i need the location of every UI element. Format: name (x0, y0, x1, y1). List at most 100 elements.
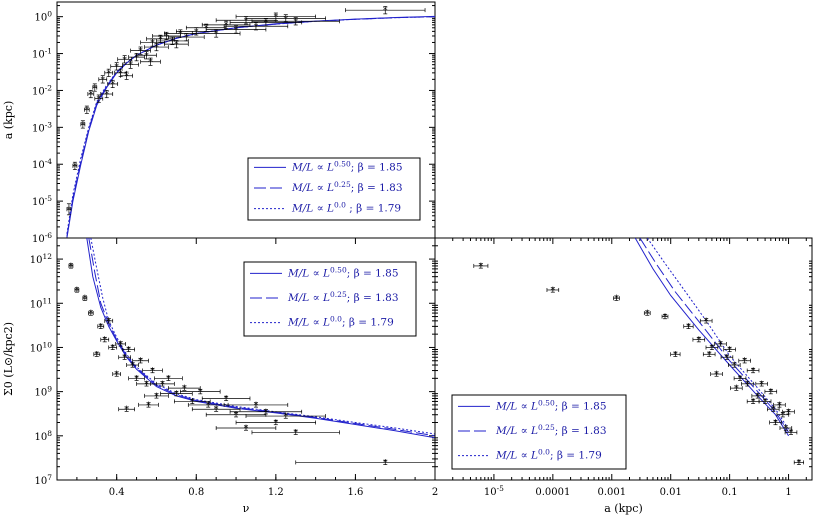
svg-text:*: * (214, 406, 219, 416)
data-points: **************************************** (66, 6, 426, 216)
svg-text:*: * (144, 52, 149, 62)
svg-text:*: * (69, 262, 74, 272)
legend-entry: M/L ∝ L0.50; β = 1.85 (287, 265, 399, 279)
svg-text:*: * (734, 385, 739, 395)
svg-text:*: * (751, 398, 756, 408)
data-point: * (87, 89, 95, 101)
svg-text:*: * (206, 401, 211, 411)
x-tick-label: 2 (432, 487, 438, 498)
svg-text:*: * (224, 395, 229, 405)
data-point: * (108, 344, 118, 354)
svg-text:*: * (138, 357, 143, 367)
svg-text:*: * (89, 91, 94, 101)
data-point: * (132, 357, 149, 367)
svg-text:*: * (124, 406, 129, 416)
svg-text:*: * (707, 351, 712, 361)
svg-text:*: * (146, 401, 151, 411)
svg-text:*: * (738, 375, 743, 385)
data-point: * (720, 354, 734, 364)
svg-text:*: * (763, 398, 768, 408)
data-point: * (728, 362, 741, 372)
svg-text:*: * (85, 106, 90, 116)
svg-text:*: * (114, 63, 119, 73)
model-curve-dotted (90, 238, 435, 435)
data-point: * (793, 459, 804, 469)
svg-text:*: * (214, 30, 219, 40)
svg-text:*: * (154, 44, 159, 54)
data-point: * (80, 120, 86, 131)
svg-text:*: * (254, 401, 259, 411)
y-tick-label: 1010 (30, 340, 53, 354)
svg-text:*: * (97, 95, 102, 105)
data-point: * (100, 89, 114, 101)
data-point: * (179, 388, 221, 398)
data-point: * (251, 17, 340, 28)
svg-text:*: * (160, 380, 165, 390)
legend: M/L ∝ L0.50; β = 1.85 M/L ∝ L0.25; β = 1.… (451, 394, 627, 470)
data-point: * (683, 323, 694, 333)
y-tick-label: 109 (34, 385, 52, 399)
svg-text:*: * (614, 295, 619, 305)
data-point: * (120, 71, 133, 82)
x-tick-label: 0.01 (660, 487, 682, 498)
data-point: * (769, 419, 782, 429)
data-point: * (755, 380, 768, 390)
data-point: * (154, 375, 183, 385)
panel-bottom-left: 107 108 109 1010 1011 1012 0.4 0.8 1.2 1.6 2 Σ0 (L⊙… (2, 237, 438, 515)
y-tick-label: 10-2 (32, 83, 52, 97)
data-point: * (118, 354, 131, 364)
svg-text:*: * (170, 37, 175, 47)
svg-text:*: * (777, 401, 782, 411)
svg-text:*: * (174, 41, 179, 51)
svg-text:*: * (771, 406, 776, 416)
svg-text:*: * (293, 18, 298, 28)
data-point: * (160, 390, 193, 400)
svg-text:*: * (786, 408, 791, 418)
model-curves (86, 238, 435, 439)
svg-text:*: * (551, 286, 556, 296)
y-axis-label: Σ0 (L⊙/kpc2) (2, 322, 15, 396)
data-point: * (68, 262, 74, 272)
data-point: * (773, 401, 786, 411)
legend-entry: M/L ∝ L0.25; β = 1.83 (495, 423, 607, 437)
data-point: * (138, 401, 159, 411)
svg-text:*: * (686, 323, 691, 333)
svg-text:*: * (83, 295, 88, 305)
data-point: * (94, 94, 104, 105)
svg-text:*: * (479, 262, 484, 272)
svg-text:*: * (128, 61, 133, 71)
data-point: * (215, 425, 277, 435)
svg-text:*: * (134, 54, 139, 64)
data-point: * (164, 40, 189, 51)
data-point: * (146, 34, 175, 45)
data-point: * (115, 340, 126, 350)
svg-text:*: * (148, 58, 153, 68)
x-tick-label: 0.1 (722, 487, 738, 498)
svg-text:*: * (114, 371, 119, 381)
svg-text:*: * (104, 91, 109, 101)
legend-box (451, 394, 627, 470)
data-point: * (92, 83, 98, 94)
svg-text:*: * (99, 323, 104, 333)
svg-text:*: * (714, 371, 719, 381)
svg-text:*: * (264, 19, 269, 29)
svg-text:*: * (745, 380, 750, 390)
data-point: * (295, 459, 435, 469)
data-point: * (245, 413, 326, 423)
svg-text:*: * (742, 357, 747, 367)
svg-text:*: * (234, 26, 239, 36)
svg-text:*: * (759, 380, 764, 390)
legend-entry: M/L ∝ L0.0; β = 1.79 (495, 448, 602, 462)
legend-entry: M/L ∝ L0.50; β = 1.85 (291, 159, 403, 173)
svg-text:*: * (234, 411, 239, 421)
data-point: * (130, 46, 151, 57)
svg-text:*: * (73, 162, 78, 172)
y-tick-label: 10-3 (32, 120, 52, 134)
svg-text:*: * (178, 30, 183, 40)
data-point: * (546, 286, 560, 296)
model-curve-dotted (66, 16, 435, 234)
svg-text:*: * (89, 310, 94, 320)
data-point: * (144, 43, 169, 54)
data-point: * (110, 62, 124, 73)
